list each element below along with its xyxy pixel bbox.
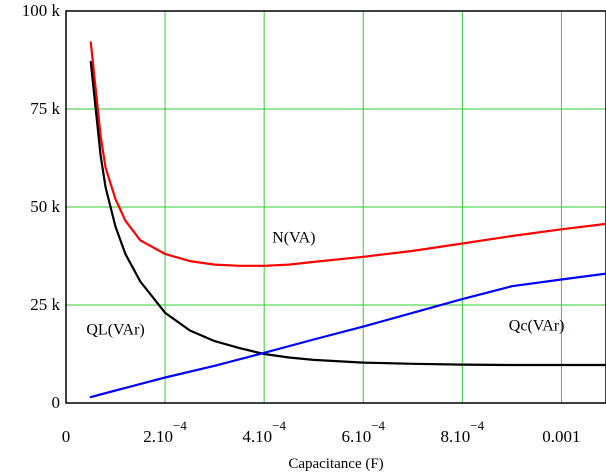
series-annotations: N(VA) QL(VAr) Qc(VAr) (86, 229, 564, 338)
grid-lines (66, 11, 606, 403)
y-tick-label-4: 100 k (22, 1, 61, 20)
x-axis-label: Capacitance (F) (288, 456, 383, 472)
x-tick-label-3: 6.10−4 (341, 418, 385, 446)
series-line-qc-var (89, 272, 606, 399)
y-tick-label-0: 0 (52, 393, 61, 412)
series-label-n-va: N(VA) (272, 229, 315, 246)
y-tick-label-2: 50 k (30, 197, 60, 216)
x-tick-label-4: 8.10−4 (441, 418, 485, 446)
plot-frame (65, 10, 606, 404)
x-tick-label-2: 4.10−4 (242, 418, 286, 446)
x-tick-label-0: 0 (62, 427, 71, 446)
y-tick-labels: 0 25 k 50 k 75 k 100 k (22, 1, 61, 412)
x-tick-label-5: 0.001 (542, 427, 580, 446)
series-layer (89, 41, 606, 399)
series-line-n-va (89, 41, 606, 267)
series-line-ql-var (89, 60, 606, 367)
x-tick-label-1: 2.10−4 (143, 418, 187, 446)
x-tick-labels: 0 2.10−4 4.10−4 6.10−4 8.10−4 0.001 (62, 418, 581, 446)
series-label-ql-var: QL(VAr) (86, 321, 144, 338)
y-tick-label-3: 75 k (30, 99, 60, 118)
y-tick-label-1: 25 k (30, 295, 60, 314)
series-label-qc-var: Qc(VAr) (509, 317, 565, 334)
